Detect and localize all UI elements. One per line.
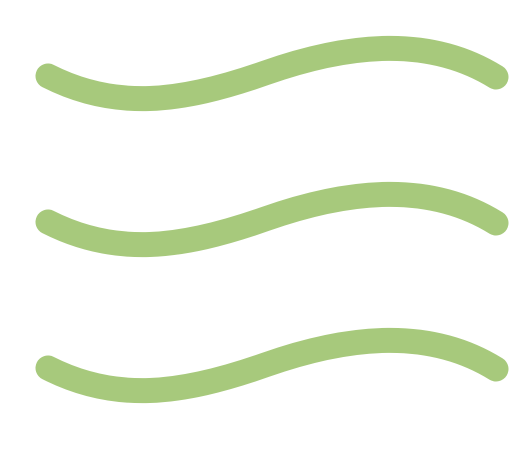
wave-line-3 bbox=[35, 327, 509, 404]
wave-line-2 bbox=[35, 181, 509, 258]
wave-line-1 bbox=[35, 35, 509, 112]
